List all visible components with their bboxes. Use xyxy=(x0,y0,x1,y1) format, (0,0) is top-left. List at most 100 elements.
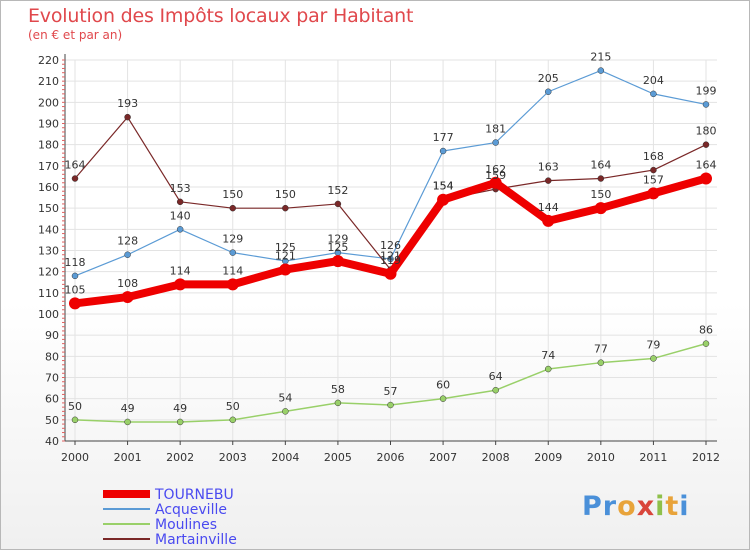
data-label-tournebu: 162 xyxy=(485,163,506,176)
x-tick-label: 2003 xyxy=(219,451,247,464)
y-tick-label: 90 xyxy=(45,329,59,342)
y-tick-label: 140 xyxy=(38,223,59,236)
data-label-moulines: 64 xyxy=(489,370,503,383)
y-tick-label: 70 xyxy=(45,372,59,385)
x-tick-label: 2010 xyxy=(587,451,615,464)
data-label-martainville: 153 xyxy=(170,182,191,195)
data-label-acqueville: 126 xyxy=(380,239,401,252)
x-tick-label: 2006 xyxy=(377,451,405,464)
data-point-acqueville xyxy=(492,139,499,146)
data-label-acqueville: 125 xyxy=(275,241,296,254)
data-point-tournebu xyxy=(489,176,502,189)
y-tick-label: 80 xyxy=(45,350,59,363)
data-label-tournebu: 154 xyxy=(433,180,454,193)
data-point-acqueville xyxy=(71,272,79,280)
data-label-tournebu: 157 xyxy=(643,173,664,186)
data-label-moulines: 57 xyxy=(384,385,398,398)
x-tick-label: 2007 xyxy=(429,451,457,464)
y-tick-label: 120 xyxy=(38,266,59,279)
data-label-acqueville: 204 xyxy=(643,74,664,87)
data-label-acqueville: 205 xyxy=(538,72,559,85)
data-label-martainville: 121 xyxy=(380,250,401,263)
y-tick-label: 180 xyxy=(38,139,59,152)
data-label-moulines: 50 xyxy=(226,400,240,413)
logo-letter: o xyxy=(617,491,637,522)
data-label-moulines: 86 xyxy=(699,324,713,337)
data-label-tournebu: 114 xyxy=(170,264,191,277)
data-label-acqueville: 181 xyxy=(485,123,506,136)
data-point-moulines xyxy=(545,365,552,373)
data-point-acqueville xyxy=(439,147,447,155)
x-tick-label: 2002 xyxy=(166,451,194,464)
data-label-moulines: 49 xyxy=(173,402,187,415)
data-label-moulines: 60 xyxy=(436,379,450,392)
data-label-martainville: 164 xyxy=(65,159,86,172)
y-tick-label: 210 xyxy=(38,75,59,88)
data-point-tournebu xyxy=(174,278,187,291)
data-label-tournebu: 119 xyxy=(380,254,401,267)
data-label-tournebu: 108 xyxy=(117,277,138,290)
data-point-tournebu xyxy=(226,278,239,291)
data-label-martainville: 168 xyxy=(643,150,664,163)
data-point-martainville xyxy=(71,175,79,182)
data-label-acqueville: 215 xyxy=(590,51,611,64)
y-tick-label: 130 xyxy=(38,245,59,258)
chart-subtitle: (en € et par an) xyxy=(28,28,123,42)
data-label-tournebu: 105 xyxy=(65,283,86,296)
x-tick-label: 2004 xyxy=(271,451,299,464)
data-label-acqueville: 199 xyxy=(696,84,717,97)
data-label-martainville: 154 xyxy=(433,180,454,193)
data-point-acqueville xyxy=(176,226,184,233)
data-label-moulines: 49 xyxy=(121,402,135,415)
data-point-tournebu xyxy=(331,255,344,268)
data-point-moulines xyxy=(176,418,184,426)
data-point-martainville xyxy=(176,198,184,206)
data-point-tournebu xyxy=(542,214,555,227)
data-point-tournebu xyxy=(594,202,607,215)
data-label-acqueville: 140 xyxy=(170,209,191,222)
logo-letter: t xyxy=(665,491,680,522)
data-label-acqueville: 177 xyxy=(433,131,454,144)
data-label-martainville: 159 xyxy=(485,169,506,182)
data-point-acqueville xyxy=(124,251,131,258)
data-label-martainville: 150 xyxy=(222,188,243,201)
data-label-acqueville: 129 xyxy=(327,233,348,246)
data-point-moulines xyxy=(124,418,131,426)
y-tick-label: 40 xyxy=(45,435,59,448)
data-point-moulines xyxy=(597,359,605,366)
data-label-moulines: 79 xyxy=(646,338,660,351)
data-point-tournebu xyxy=(437,193,450,206)
x-tick-label: 2012 xyxy=(692,451,720,464)
logo-letter: i xyxy=(655,491,666,522)
data-label-martainville: 152 xyxy=(327,184,348,197)
data-point-martainville xyxy=(597,175,605,182)
data-point-acqueville xyxy=(702,101,710,108)
y-tick-label: 220 xyxy=(38,54,59,67)
data-point-acqueville xyxy=(229,249,236,256)
data-point-tournebu xyxy=(69,297,81,310)
data-point-moulines xyxy=(334,399,342,407)
data-label-tournebu: 150 xyxy=(590,188,611,201)
data-point-moulines xyxy=(702,340,710,347)
data-point-tournebu xyxy=(700,172,712,185)
data-label-tournebu: 144 xyxy=(538,201,559,214)
data-point-martainville xyxy=(334,200,342,208)
data-point-martainville xyxy=(124,113,131,121)
data-point-martainville xyxy=(282,204,289,212)
data-label-moulines: 74 xyxy=(541,349,555,362)
data-point-martainville xyxy=(702,141,710,148)
data-label-tournebu: 125 xyxy=(327,241,348,254)
legend-label-tournebu: TOURNEBU xyxy=(154,487,234,503)
x-tick-label: 2005 xyxy=(324,451,352,464)
y-tick-label: 200 xyxy=(38,96,59,109)
logo-letter: i xyxy=(679,491,690,522)
data-label-tournebu: 114 xyxy=(222,264,243,277)
data-label-tournebu: 121 xyxy=(275,250,296,263)
data-label-moulines: 77 xyxy=(594,343,608,356)
data-point-moulines xyxy=(650,355,657,362)
data-label-martainville: 180 xyxy=(696,125,717,138)
data-label-tournebu: 164 xyxy=(696,159,717,172)
data-point-tournebu xyxy=(279,263,292,276)
